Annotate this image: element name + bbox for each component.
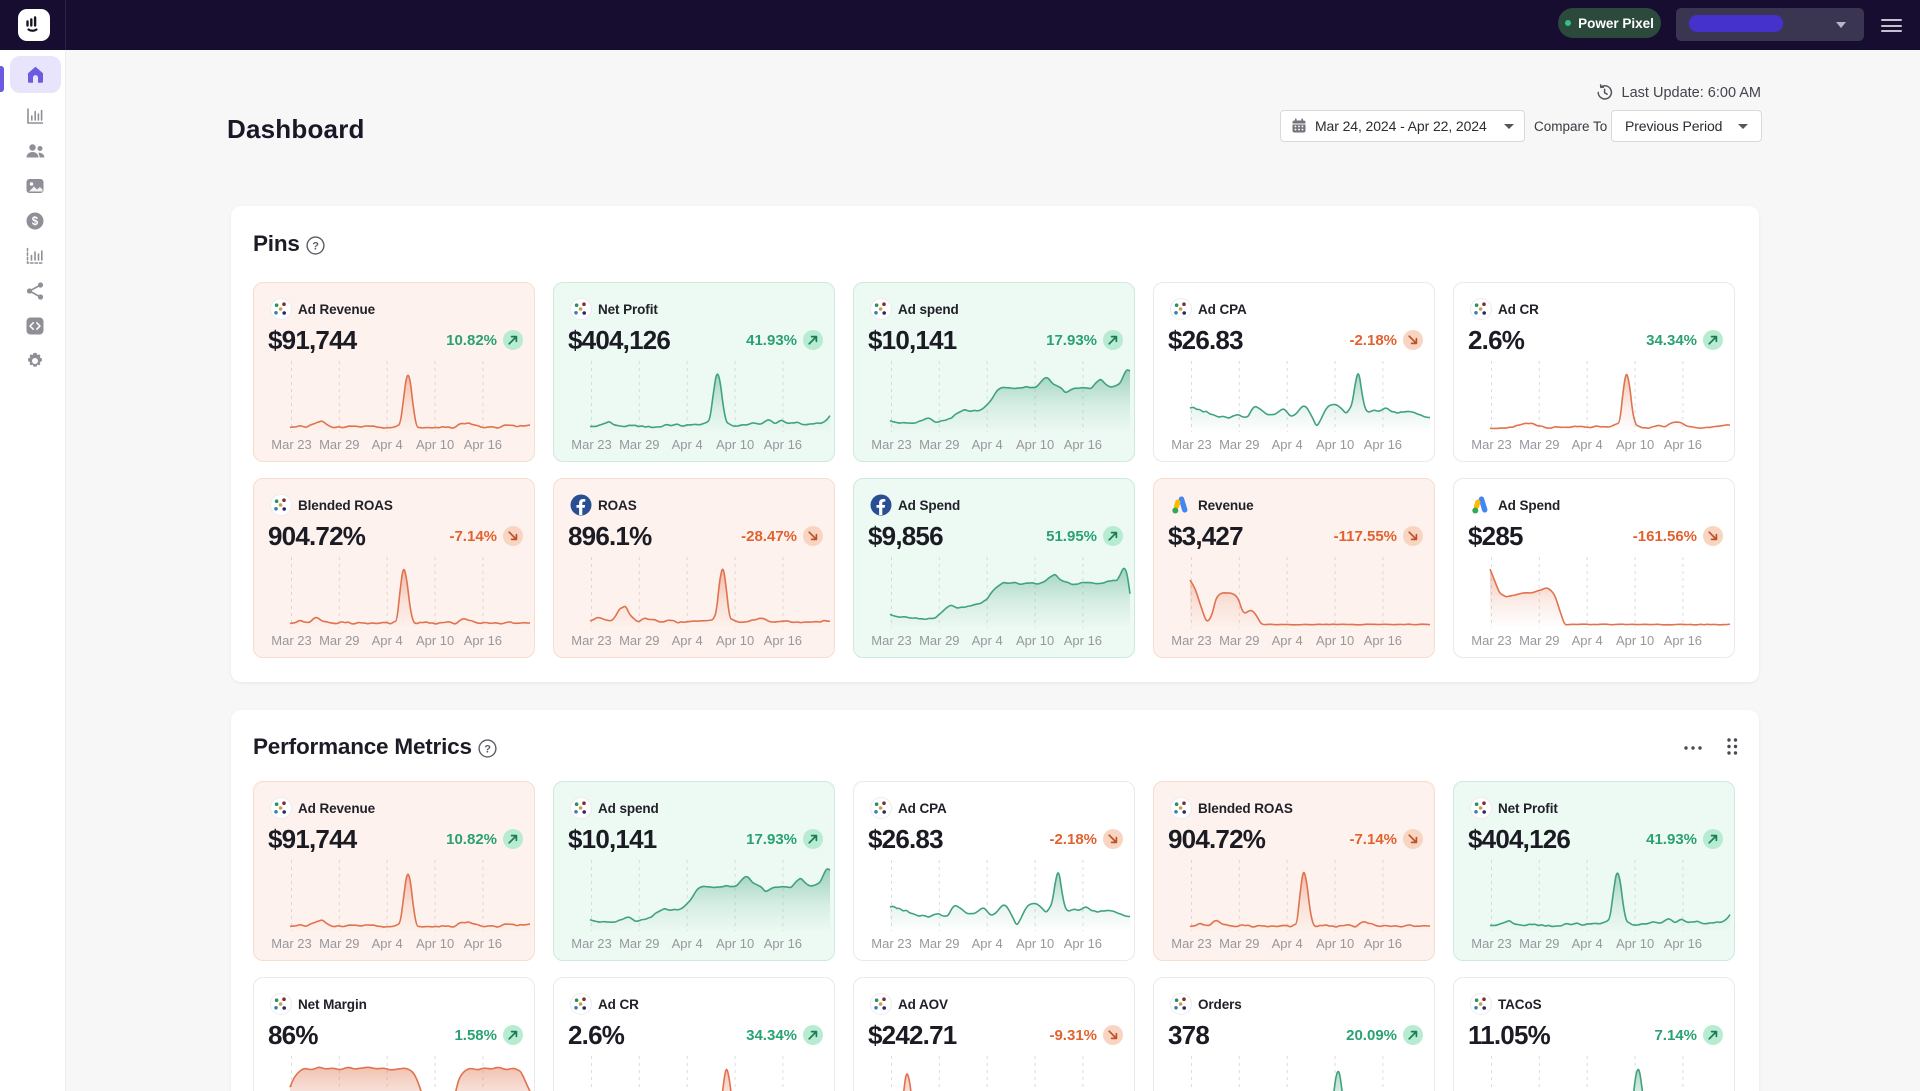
svg-text:?: ? [484,743,491,755]
svg-text:$: $ [32,216,39,228]
svg-text:?: ? [312,240,319,252]
